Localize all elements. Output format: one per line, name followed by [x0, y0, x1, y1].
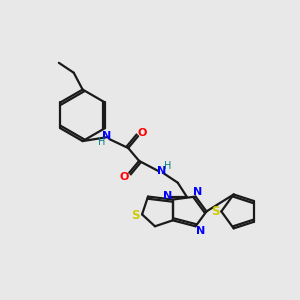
Text: N: N [157, 166, 167, 176]
Text: N: N [163, 190, 172, 201]
Text: S: S [211, 205, 220, 218]
Text: S: S [131, 209, 140, 222]
Text: N: N [193, 187, 202, 196]
Text: H: H [164, 161, 172, 171]
Text: H: H [98, 137, 105, 147]
Text: N: N [196, 226, 205, 236]
Text: O: O [137, 128, 147, 138]
Text: N: N [102, 131, 111, 141]
Text: O: O [120, 172, 129, 182]
